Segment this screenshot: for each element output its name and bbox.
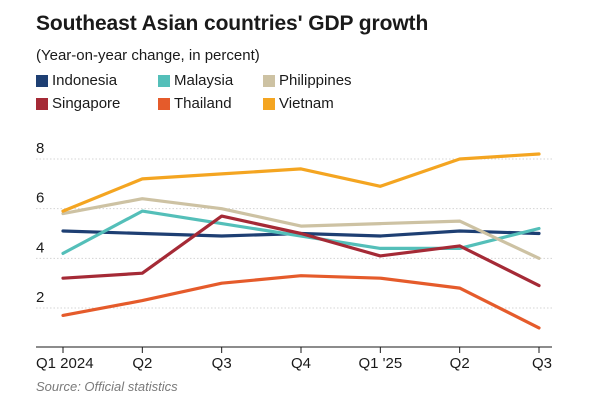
chart-title: Southeast Asian countries' GDP growth (36, 12, 429, 35)
x-tick-label: Q1 2024 (36, 355, 94, 372)
legend-swatch-singapore (36, 97, 48, 110)
legend-label-singapore: Singapore (52, 95, 121, 112)
legend-label-thailand: Thailand (174, 95, 232, 112)
legend-label-indonesia: Indonesia (52, 72, 118, 89)
series-line-singapore (61, 214, 541, 288)
y-tick-label: 6 (36, 190, 44, 207)
legend-item-vietnam: Vietnam (263, 95, 334, 112)
legend-swatch-philippines (263, 74, 275, 87)
x-tick-label: Q2 (132, 355, 152, 372)
x-tick-label: Q3 (212, 355, 232, 372)
x-tick-label: Q4 (291, 355, 311, 372)
legend-swatch-vietnam (263, 97, 275, 110)
legend-item-indonesia: Indonesia (36, 72, 117, 89)
legend-item-thailand: Thailand (158, 95, 232, 112)
legend-item-philippines: Philippines (263, 72, 352, 89)
y-tick-label: 4 (36, 239, 44, 256)
series-line-thailand (61, 274, 541, 330)
x-tick-label: Q3 (532, 355, 552, 372)
source-note: Source: Official statistics (36, 379, 178, 394)
y-tick-label: 8 (36, 140, 44, 157)
series-line-malaysia (61, 209, 541, 255)
legend-label-vietnam: Vietnam (279, 95, 334, 112)
legend-item-malaysia: Malaysia (158, 72, 233, 89)
legend-label-philippines: Philippines (279, 72, 352, 89)
chart-subtitle: (Year-on-year change, in percent) (36, 47, 260, 64)
x-tick-label: Q2 (450, 355, 470, 372)
y-tick-label: 2 (36, 289, 44, 306)
legend-label-malaysia: Malaysia (174, 72, 234, 89)
legend-swatch-malaysia (158, 74, 170, 87)
series-line-philippines (61, 197, 541, 260)
x-tick-label: Q1 '25 (358, 355, 402, 372)
legend-item-singapore: Singapore (36, 95, 120, 112)
series-line-vietnam (61, 152, 541, 213)
legend-swatch-indonesia (36, 74, 48, 87)
legend-swatch-thailand (158, 97, 170, 110)
